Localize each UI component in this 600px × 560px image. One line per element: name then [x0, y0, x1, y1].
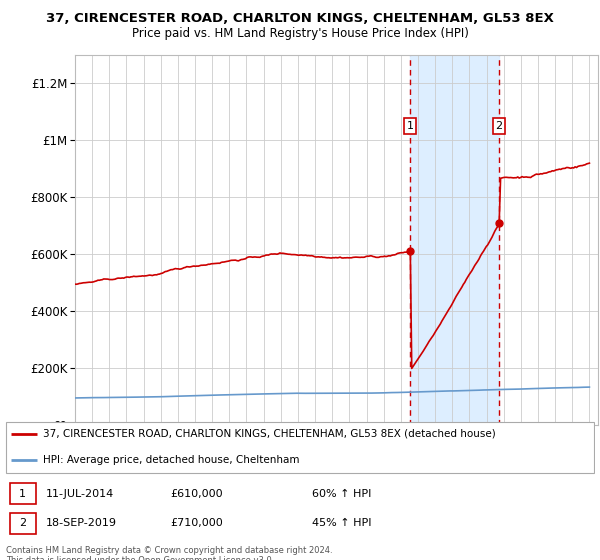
- Text: £610,000: £610,000: [170, 489, 223, 499]
- Text: 18-SEP-2019: 18-SEP-2019: [46, 518, 118, 528]
- FancyBboxPatch shape: [6, 422, 594, 473]
- Text: 2: 2: [496, 121, 502, 131]
- FancyBboxPatch shape: [10, 512, 35, 534]
- Text: Price paid vs. HM Land Registry's House Price Index (HPI): Price paid vs. HM Land Registry's House …: [131, 27, 469, 40]
- Text: HPI: Average price, detached house, Cheltenham: HPI: Average price, detached house, Chel…: [43, 455, 300, 465]
- Text: 37, CIRENCESTER ROAD, CHARLTON KINGS, CHELTENHAM, GL53 8EX: 37, CIRENCESTER ROAD, CHARLTON KINGS, CH…: [46, 12, 554, 25]
- Text: 2: 2: [19, 518, 26, 528]
- Bar: [410, 55, 499, 425]
- Text: 45% ↑ HPI: 45% ↑ HPI: [312, 518, 371, 528]
- Text: 11-JUL-2014: 11-JUL-2014: [46, 489, 115, 499]
- FancyBboxPatch shape: [10, 483, 35, 505]
- Text: Contains HM Land Registry data © Crown copyright and database right 2024.
This d: Contains HM Land Registry data © Crown c…: [6, 546, 332, 560]
- Text: 1: 1: [19, 489, 26, 499]
- Text: 37, CIRENCESTER ROAD, CHARLTON KINGS, CHELTENHAM, GL53 8EX (detached house): 37, CIRENCESTER ROAD, CHARLTON KINGS, CH…: [43, 429, 496, 438]
- Text: 60% ↑ HPI: 60% ↑ HPI: [312, 489, 371, 499]
- Text: £710,000: £710,000: [170, 518, 223, 528]
- Text: 1: 1: [406, 121, 413, 131]
